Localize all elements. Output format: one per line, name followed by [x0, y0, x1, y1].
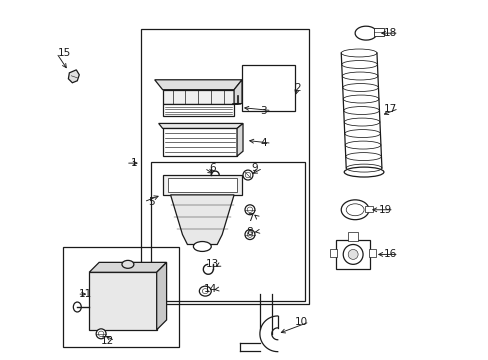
Text: 1: 1 — [130, 158, 137, 168]
Text: 11: 11 — [79, 289, 92, 299]
Bar — [150, 162, 304, 301]
Text: 17: 17 — [384, 104, 397, 113]
Circle shape — [243, 170, 252, 180]
Polygon shape — [158, 123, 243, 129]
Text: 14: 14 — [203, 284, 217, 294]
Polygon shape — [237, 123, 243, 156]
Circle shape — [244, 205, 254, 215]
Ellipse shape — [73, 302, 81, 312]
Circle shape — [244, 230, 254, 239]
Ellipse shape — [346, 204, 364, 216]
Circle shape — [347, 249, 357, 260]
Text: 12: 12 — [100, 336, 114, 346]
Ellipse shape — [202, 289, 208, 294]
Text: 3: 3 — [260, 105, 266, 116]
Bar — [336, 239, 369, 269]
Bar — [163, 129, 237, 156]
Circle shape — [343, 244, 362, 264]
Bar — [63, 247, 178, 347]
Text: 4: 4 — [260, 138, 266, 148]
Bar — [163, 175, 242, 195]
Text: 5: 5 — [148, 197, 155, 207]
Ellipse shape — [122, 260, 134, 268]
Bar — [368, 249, 375, 257]
Text: 15: 15 — [58, 48, 71, 58]
Bar — [163, 90, 234, 104]
Ellipse shape — [341, 200, 368, 220]
Bar — [365, 206, 372, 212]
Text: 6: 6 — [208, 163, 215, 173]
Polygon shape — [68, 70, 79, 83]
Polygon shape — [170, 195, 234, 244]
Polygon shape — [156, 262, 166, 330]
Polygon shape — [234, 80, 242, 104]
Text: 8: 8 — [246, 226, 253, 237]
Circle shape — [96, 329, 106, 339]
Text: 16: 16 — [384, 249, 397, 260]
Bar — [167, 178, 237, 192]
Bar — [347, 231, 357, 240]
Text: 19: 19 — [379, 205, 392, 215]
Text: 2: 2 — [294, 83, 300, 93]
Text: 13: 13 — [205, 259, 219, 269]
Bar — [242, 65, 294, 111]
Ellipse shape — [199, 286, 211, 296]
Text: 10: 10 — [294, 317, 307, 327]
Text: 18: 18 — [384, 28, 397, 38]
Polygon shape — [154, 80, 242, 90]
Polygon shape — [89, 262, 166, 272]
Bar — [163, 104, 234, 116]
Bar — [141, 29, 309, 304]
Text: 9: 9 — [251, 163, 258, 173]
Bar — [373, 28, 383, 36]
Ellipse shape — [193, 242, 211, 251]
Bar — [330, 249, 337, 257]
Bar — [89, 272, 156, 330]
Text: 7: 7 — [246, 213, 253, 223]
